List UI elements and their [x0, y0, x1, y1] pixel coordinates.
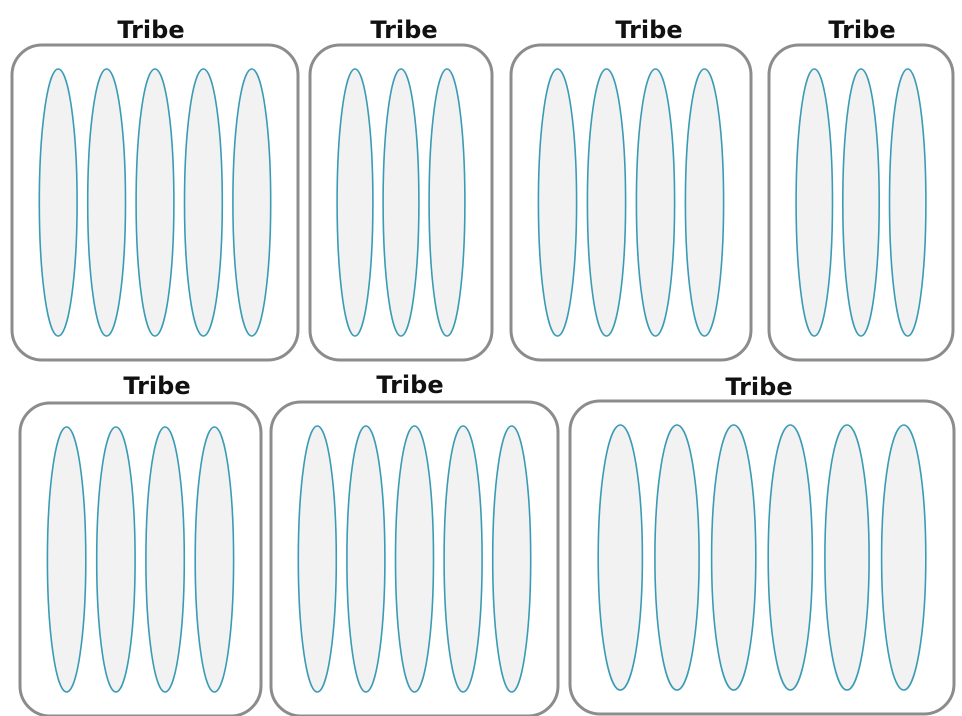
tribe-group: Tribe: [10, 16, 300, 362]
tribe-group: Tribe: [269, 371, 560, 716]
squad-ellipse: [86, 68, 127, 337]
tribe-label: Tribe: [376, 371, 443, 399]
squad-ellipse: [443, 425, 483, 693]
squad-list: [795, 68, 927, 337]
tribe-box: [269, 400, 560, 716]
squad-ellipse: [95, 426, 136, 693]
tribe-label: Tribe: [123, 372, 190, 400]
squad-ellipse: [382, 68, 420, 337]
squad-ellipse: [880, 424, 927, 691]
squad-ellipse: [841, 68, 880, 337]
squad-ellipse: [537, 68, 578, 337]
squad-ellipse: [346, 425, 386, 693]
squad-ellipse: [654, 424, 700, 691]
squad-ellipse: [38, 68, 78, 337]
tribe-label: Tribe: [828, 16, 895, 44]
squad-ellipse: [297, 425, 338, 693]
squad-ellipse: [684, 68, 725, 337]
squad-ellipse: [597, 424, 644, 691]
squad-list: [46, 426, 235, 693]
tribe-box: [767, 43, 955, 362]
tribe-group: Tribe: [18, 372, 263, 716]
tribe-box: [509, 43, 753, 362]
squad-list: [537, 68, 725, 337]
squad-ellipse: [46, 426, 87, 693]
squad-list: [38, 68, 272, 337]
squad-list: [297, 425, 532, 693]
squad-ellipse: [135, 68, 175, 337]
squad-ellipse: [767, 424, 814, 691]
tribe-label: Tribe: [370, 16, 437, 44]
squad-ellipse: [795, 68, 834, 337]
tribe-box: [10, 43, 300, 362]
tribe-group: Tribe: [767, 16, 955, 362]
tribe-group: Tribe: [568, 373, 956, 716]
tribe-group: Tribe: [308, 16, 494, 362]
tribe-label: Tribe: [117, 16, 184, 44]
squad-ellipse: [710, 424, 757, 691]
tribe-box: [18, 401, 263, 716]
squad-ellipse: [428, 68, 466, 337]
squad-ellipse: [824, 424, 870, 691]
squad-ellipse: [394, 425, 435, 693]
squad-ellipse: [232, 68, 272, 337]
squad-ellipse: [336, 68, 374, 337]
squad-list: [336, 68, 466, 337]
squad-list: [597, 424, 927, 691]
squad-ellipse: [491, 425, 532, 693]
squad-ellipse: [194, 426, 235, 693]
squad-ellipse: [145, 426, 186, 693]
squad-ellipse: [888, 68, 927, 337]
squad-ellipse: [183, 68, 224, 337]
tribe-label: Tribe: [615, 16, 682, 44]
tribe-group: Tribe: [509, 16, 753, 362]
tribe-box: [308, 43, 494, 362]
tribe-box: [568, 399, 956, 716]
squad-ellipse: [635, 68, 676, 337]
tribe-label: Tribe: [725, 373, 792, 401]
squad-ellipse: [586, 68, 627, 337]
